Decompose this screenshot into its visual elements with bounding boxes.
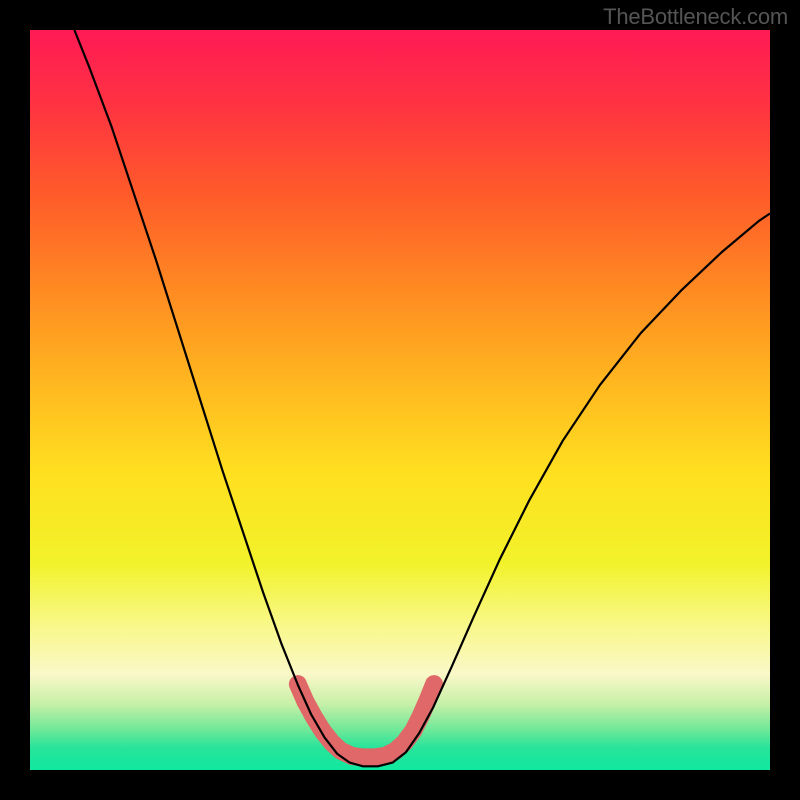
chart-container: { "watermark": "TheBottleneck.com", "cha… bbox=[0, 0, 800, 800]
watermark-text: TheBottleneck.com bbox=[603, 4, 788, 30]
gradient-background bbox=[30, 30, 770, 770]
bottleneck-chart bbox=[0, 0, 800, 800]
